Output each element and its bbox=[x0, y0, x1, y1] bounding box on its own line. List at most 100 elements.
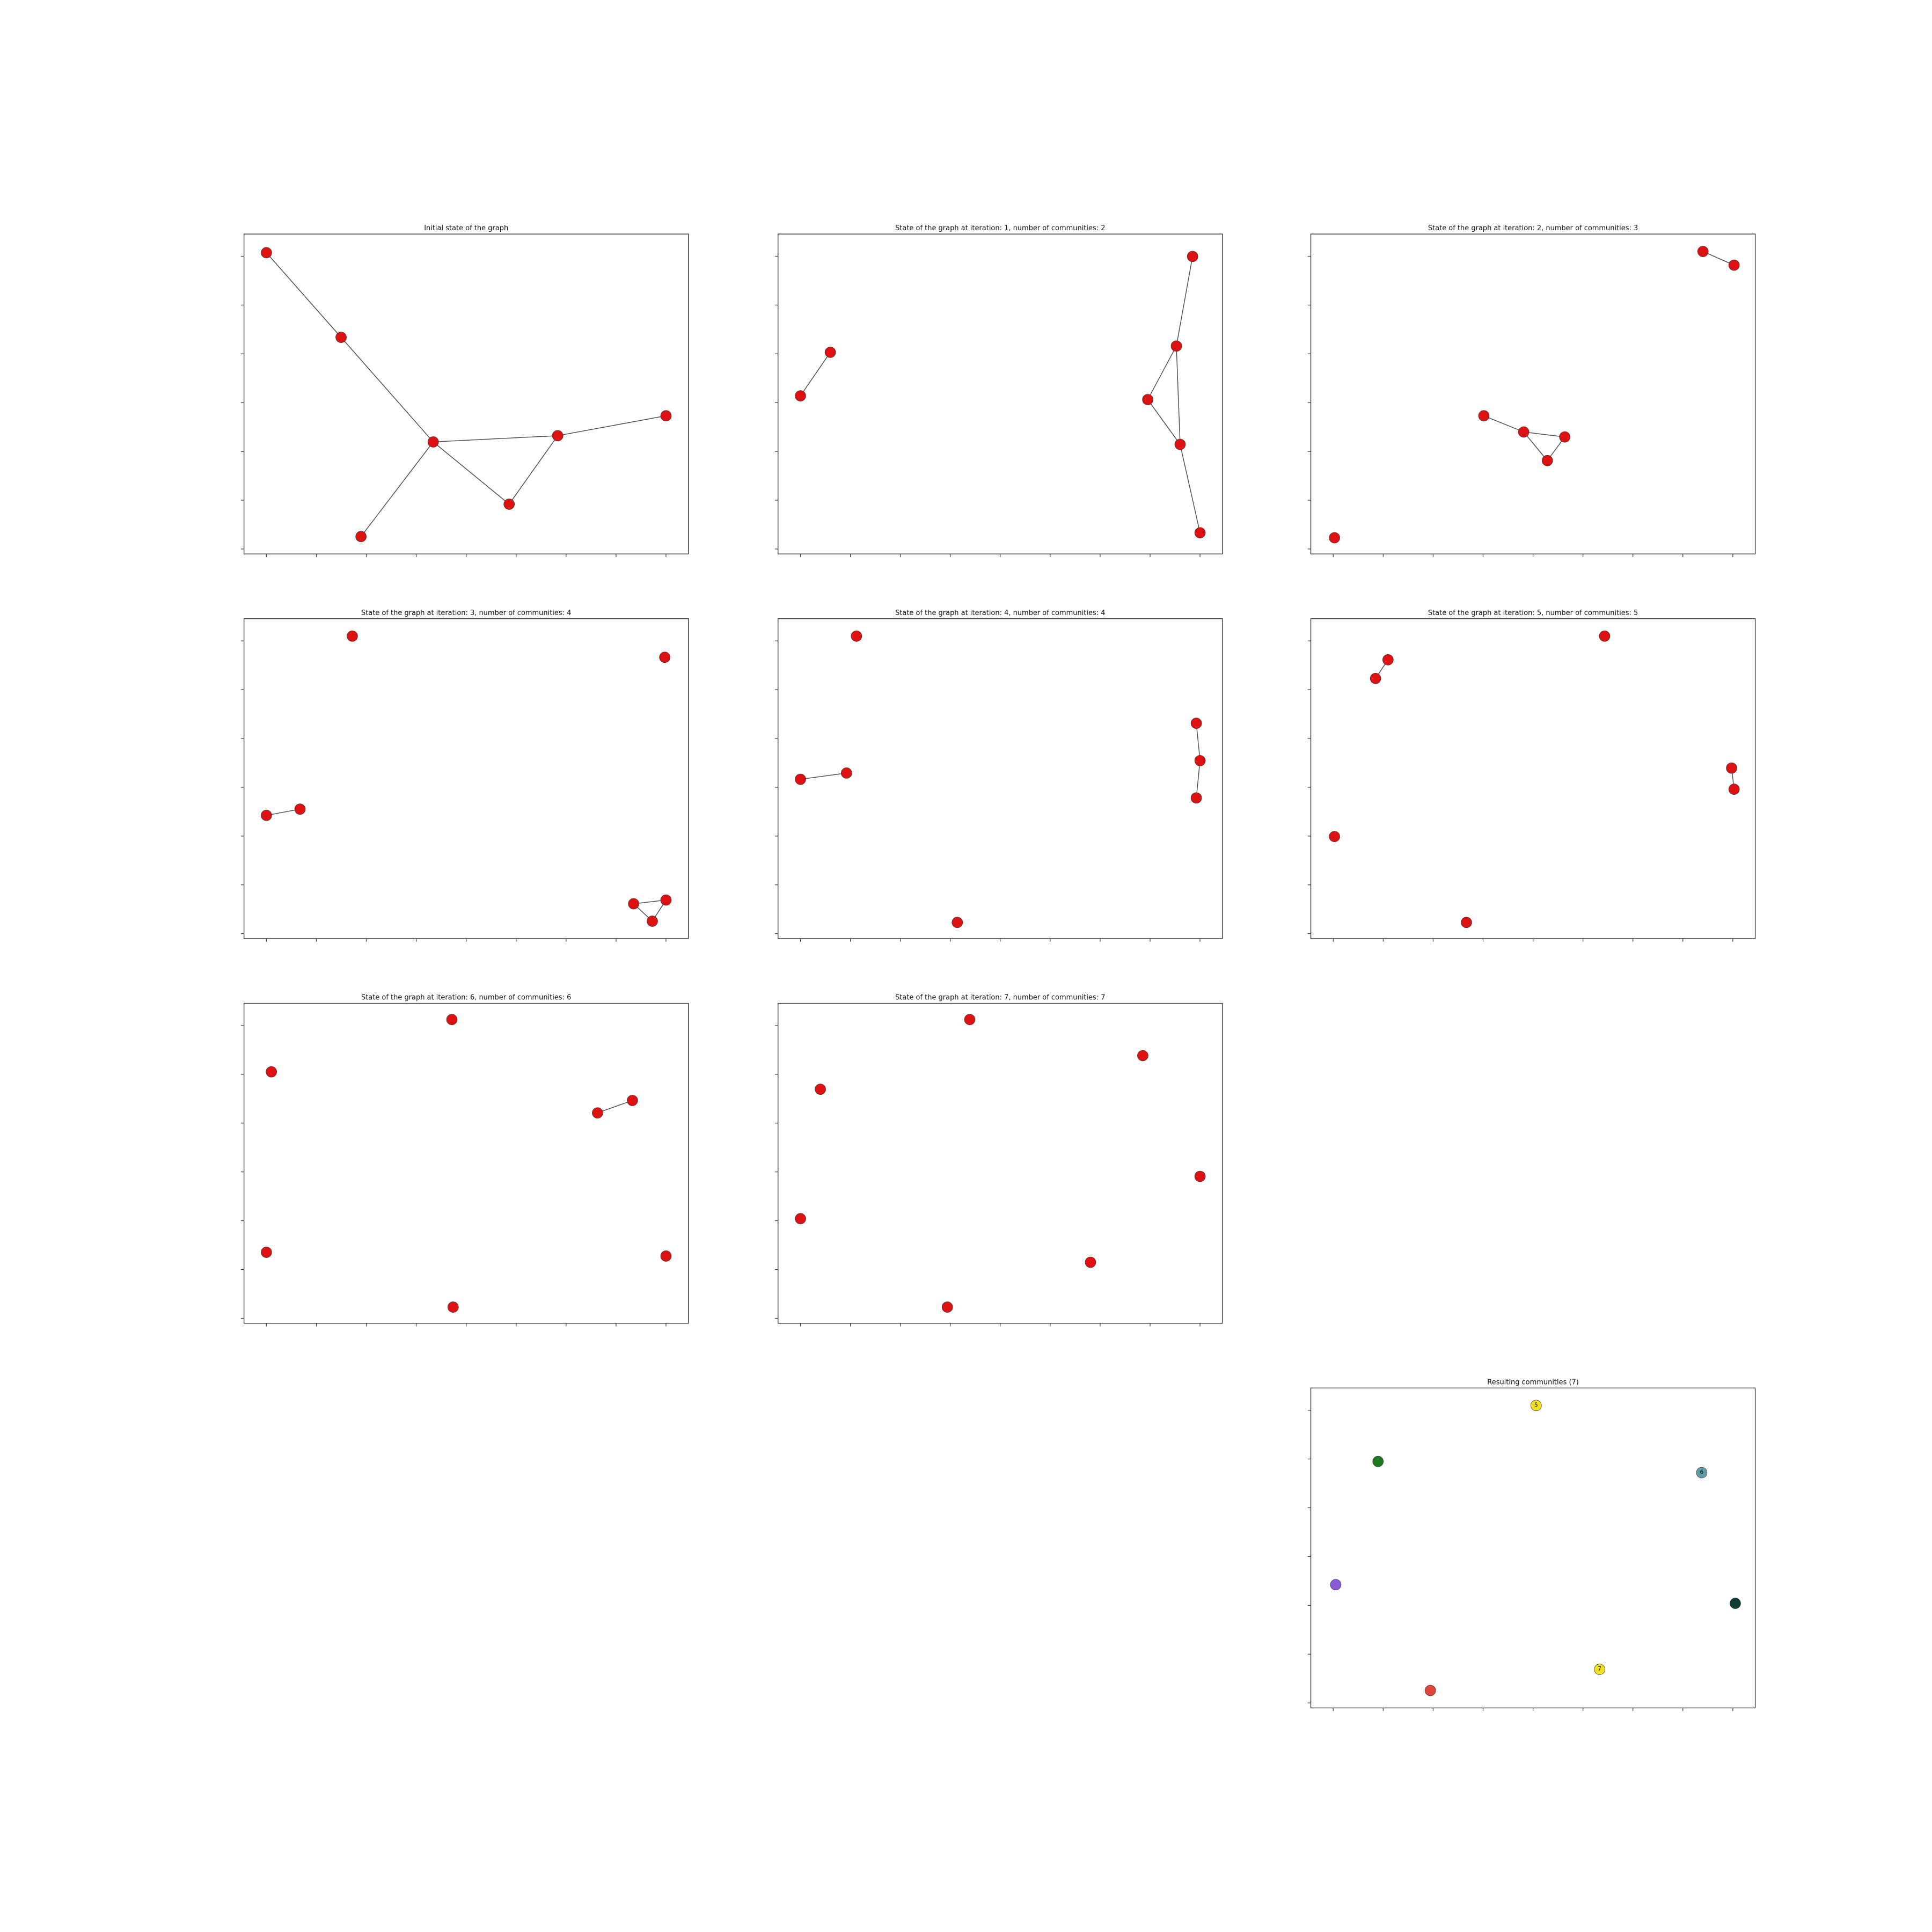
node bbox=[261, 247, 272, 259]
node bbox=[840, 767, 852, 779]
node bbox=[261, 1247, 272, 1258]
node bbox=[1541, 455, 1553, 466]
node bbox=[335, 332, 347, 343]
node bbox=[964, 1014, 976, 1026]
node bbox=[1696, 1467, 1708, 1479]
node bbox=[795, 1213, 806, 1225]
edge bbox=[1176, 256, 1193, 346]
node bbox=[552, 430, 564, 442]
node bbox=[1728, 784, 1740, 795]
axes-frame bbox=[1310, 233, 1756, 554]
node bbox=[1424, 1685, 1436, 1696]
edge bbox=[1483, 415, 1524, 433]
node bbox=[1726, 762, 1737, 774]
node bbox=[851, 630, 862, 642]
node bbox=[1697, 246, 1709, 257]
node bbox=[660, 894, 672, 906]
edge bbox=[361, 442, 434, 537]
node bbox=[1531, 1400, 1542, 1411]
node bbox=[503, 499, 515, 510]
node bbox=[1190, 792, 1202, 804]
panel-title: Resulting communities (7) bbox=[1487, 1378, 1579, 1386]
panel-title: State of the graph at iteration: 5, numb… bbox=[1428, 609, 1638, 617]
panel-title: Initial state of the graph bbox=[424, 224, 508, 232]
node bbox=[446, 1014, 458, 1026]
edge bbox=[1196, 723, 1201, 761]
axes-frame bbox=[778, 618, 1223, 939]
node bbox=[660, 1250, 672, 1262]
edge bbox=[509, 435, 558, 504]
node bbox=[294, 803, 306, 815]
node bbox=[1518, 426, 1529, 438]
node-label: 5 bbox=[1534, 1402, 1538, 1408]
node bbox=[1559, 431, 1571, 443]
edge bbox=[597, 1100, 633, 1114]
edge bbox=[1176, 346, 1181, 445]
node bbox=[1330, 1579, 1342, 1591]
node bbox=[1194, 755, 1206, 766]
edge bbox=[1196, 760, 1201, 798]
edge bbox=[341, 337, 434, 442]
node bbox=[1174, 438, 1186, 450]
panel-title: State of the graph at iteration: 4, numb… bbox=[895, 609, 1105, 617]
node bbox=[355, 531, 367, 543]
panel-title: State of the graph at iteration: 1, numb… bbox=[895, 224, 1105, 232]
node bbox=[627, 1095, 638, 1106]
edge bbox=[1702, 251, 1735, 266]
node bbox=[1370, 672, 1381, 684]
node bbox=[628, 898, 639, 910]
node bbox=[261, 810, 272, 821]
axes-frame bbox=[778, 233, 1223, 554]
node bbox=[266, 1066, 277, 1078]
edge bbox=[1147, 399, 1181, 445]
axes-frame bbox=[243, 618, 689, 939]
axes-frame bbox=[243, 1002, 689, 1324]
node bbox=[1478, 410, 1490, 422]
axes-frame bbox=[1310, 618, 1756, 939]
node bbox=[1187, 251, 1198, 262]
node bbox=[1137, 1050, 1148, 1062]
node bbox=[592, 1107, 603, 1119]
node bbox=[824, 347, 836, 358]
node bbox=[952, 917, 963, 928]
edge bbox=[1180, 444, 1201, 533]
edge bbox=[1523, 431, 1548, 461]
edge bbox=[266, 252, 342, 338]
node bbox=[1194, 527, 1206, 539]
node bbox=[427, 436, 439, 448]
node bbox=[1730, 1598, 1741, 1609]
node bbox=[1728, 259, 1740, 271]
node bbox=[660, 410, 672, 422]
node bbox=[1599, 630, 1611, 642]
node bbox=[795, 773, 806, 785]
node-label: 6 bbox=[1700, 1470, 1703, 1476]
node-label: 7 bbox=[1598, 1666, 1601, 1672]
node bbox=[941, 1301, 953, 1313]
edge bbox=[1147, 346, 1177, 400]
panel-title: State of the graph at iteration: 3, numb… bbox=[361, 609, 571, 617]
axes-frame bbox=[243, 233, 689, 554]
node bbox=[1194, 1170, 1206, 1182]
edge bbox=[800, 772, 847, 780]
node bbox=[815, 1084, 826, 1095]
node bbox=[1142, 394, 1153, 405]
node bbox=[647, 916, 658, 927]
axes-frame bbox=[778, 1002, 1223, 1324]
node bbox=[659, 652, 670, 663]
node bbox=[1329, 831, 1340, 843]
panel-title: State of the graph at iteration: 6, numb… bbox=[361, 994, 571, 1002]
node bbox=[1329, 532, 1340, 544]
node bbox=[448, 1301, 459, 1313]
edge bbox=[433, 435, 558, 443]
node bbox=[1170, 340, 1182, 352]
edge bbox=[266, 809, 301, 816]
edge bbox=[558, 415, 667, 436]
panel-title: State of the graph at iteration: 7, numb… bbox=[895, 994, 1105, 1002]
node bbox=[1085, 1256, 1096, 1268]
panel-title: State of the graph at iteration: 2, numb… bbox=[1428, 224, 1638, 232]
node bbox=[1461, 917, 1472, 928]
node bbox=[347, 630, 358, 642]
node bbox=[1594, 1664, 1605, 1675]
edge bbox=[800, 352, 831, 397]
